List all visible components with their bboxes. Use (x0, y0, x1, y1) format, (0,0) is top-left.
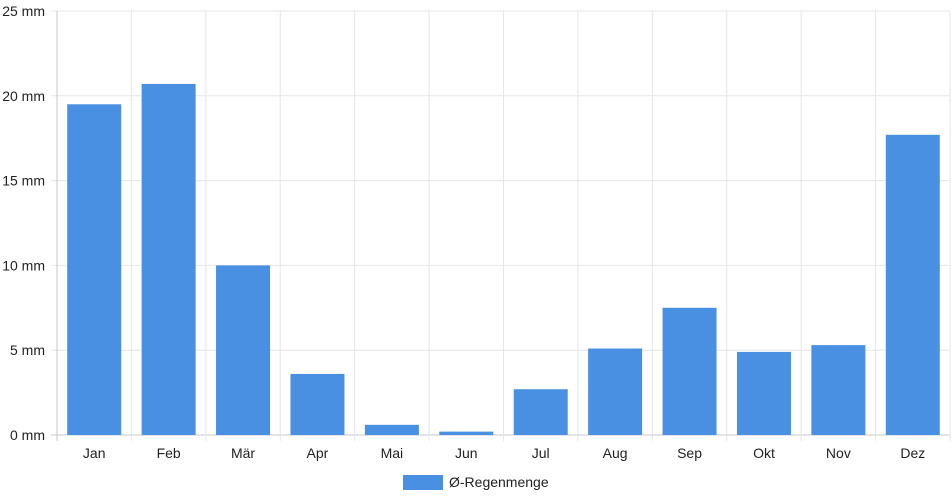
y-axis: 0 mm 5 mm 10 mm 15 mm 20 mm 25 mm (2, 3, 45, 443)
x-tick-label: Nov (826, 445, 851, 461)
legend-label: Ø-Regenmenge (449, 474, 549, 490)
bar-sep[interactable] (662, 307, 717, 435)
bar-okt[interactable] (736, 351, 791, 435)
y-tick-label: 5 mm (10, 342, 45, 358)
bar-nov[interactable] (811, 345, 866, 435)
bar-jan[interactable] (67, 104, 122, 435)
bar-dez[interactable] (885, 134, 940, 436)
bar-aug[interactable] (588, 348, 643, 435)
bar-jul[interactable] (513, 389, 568, 435)
bar-series (67, 83, 940, 436)
x-tick-label: Jul (532, 445, 550, 461)
x-tick-label: Mai (381, 445, 404, 461)
legend[interactable]: Ø-Regenmenge (403, 474, 549, 490)
y-tick-label: 0 mm (10, 427, 45, 443)
bar-mai[interactable] (364, 424, 419, 435)
x-tick-label: Jan (83, 445, 106, 461)
x-tick-label: Jun (455, 445, 478, 461)
x-tick-label: Dez (900, 445, 925, 461)
bar-mär[interactable] (216, 265, 271, 435)
bar-jun[interactable] (439, 431, 494, 435)
legend-swatch (403, 475, 443, 490)
x-tick-label: Mär (231, 445, 255, 461)
x-tick-label: Aug (603, 445, 628, 461)
x-tick-label: Feb (157, 445, 181, 461)
y-tick-label: 20 mm (2, 88, 45, 104)
x-tick-label: Okt (753, 445, 775, 461)
bar-apr[interactable] (290, 373, 345, 435)
grid-lines (51, 10, 951, 441)
y-tick-label: 15 mm (2, 173, 45, 189)
x-tick-label: Apr (307, 445, 329, 461)
x-tick-label: Sep (677, 445, 702, 461)
y-tick-label: 10 mm (2, 257, 45, 273)
y-tick-label: 25 mm (2, 3, 45, 19)
x-axis: Jan Feb Mär Apr Mai Jun Jul Aug Sep Okt Nov Dez (83, 445, 925, 461)
bar-feb[interactable] (141, 83, 196, 435)
